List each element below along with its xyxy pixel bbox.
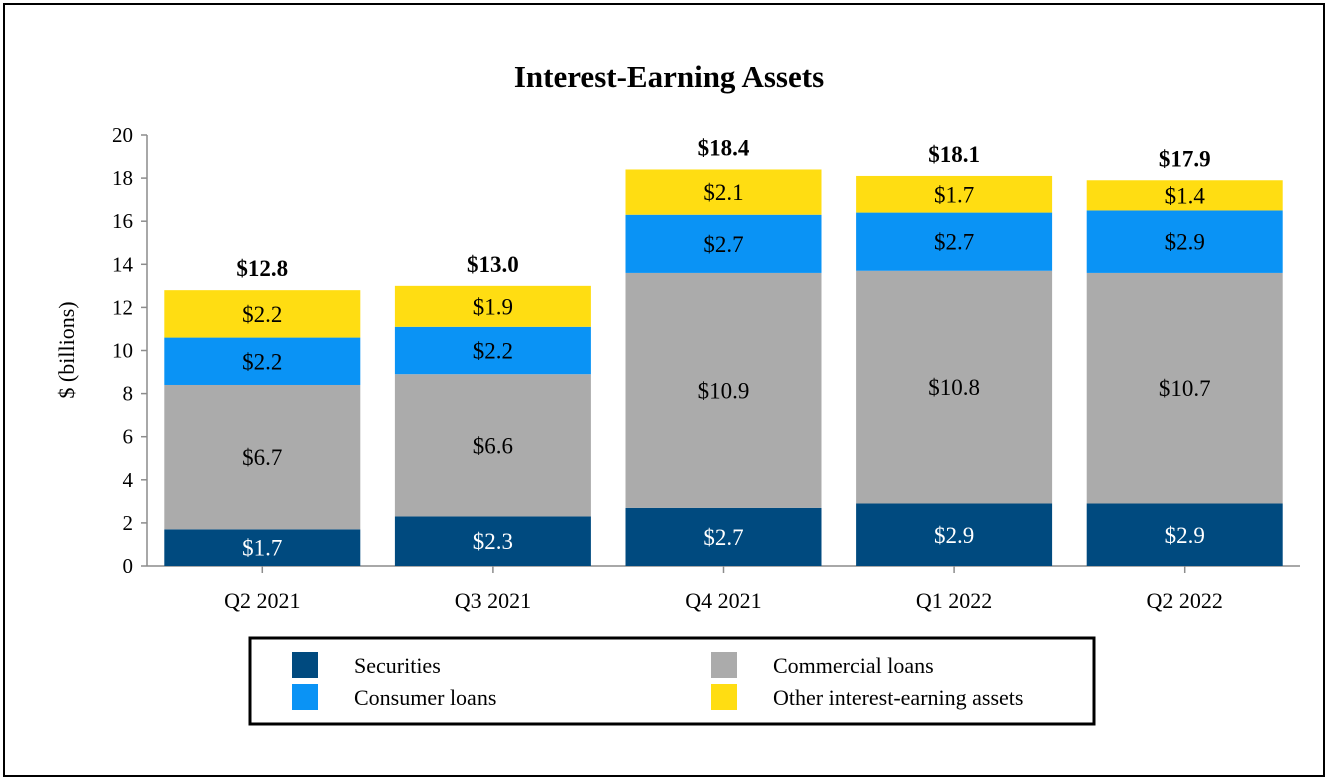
bar-segment-consumer-loans <box>856 212 1053 271</box>
data-label: $2.2 <box>473 339 513 364</box>
legend-swatch <box>292 652 318 678</box>
data-label: $1.9 <box>473 294 513 319</box>
data-label: $6.7 <box>242 445 282 470</box>
y-tick-label: 14 <box>112 252 134 276</box>
legend-label: Commercial loans <box>773 653 934 678</box>
legend-label: Other interest-earning assets <box>773 685 1023 710</box>
bar-segment-commercial-loans <box>394 374 591 517</box>
bar-segment-consumer-loans <box>164 337 361 385</box>
total-label: $17.9 <box>1159 146 1211 171</box>
bar-segment-commercial-loans <box>856 270 1053 504</box>
data-label: $2.1 <box>703 180 743 205</box>
y-tick-label: 12 <box>112 295 133 319</box>
bar-segment-other-interest-earning-assets <box>164 290 361 338</box>
y-tick-label: 2 <box>123 511 134 535</box>
legend-label: Securities <box>354 653 441 678</box>
bar-segment-securities <box>1086 503 1283 566</box>
x-tick-label: Q4 2021 <box>685 588 761 613</box>
data-label: $6.6 <box>473 433 513 458</box>
total-label: $12.8 <box>236 256 288 281</box>
data-label: $2.9 <box>1165 230 1205 255</box>
legend-swatch <box>292 684 318 710</box>
bar-segment-other-interest-earning-assets <box>1086 180 1283 211</box>
bar-segment-commercial-loans <box>1086 272 1283 504</box>
y-tick-label: 20 <box>112 123 133 147</box>
y-tick-label: 8 <box>123 382 134 406</box>
legend-box <box>248 636 1096 726</box>
legend-swatch <box>711 652 737 678</box>
y-tick-label: 6 <box>123 425 134 449</box>
legend-label: Consumer loans <box>354 685 496 710</box>
bar-segment-other-interest-earning-assets <box>856 175 1053 213</box>
y-tick-label: 16 <box>112 209 133 233</box>
data-label: $10.7 <box>1159 376 1211 401</box>
bar-segment-securities <box>625 507 822 566</box>
bar-segment-securities <box>394 516 591 566</box>
data-label: $1.4 <box>1165 183 1206 208</box>
x-tick-label: Q1 2022 <box>916 588 992 613</box>
data-label: $2.7 <box>703 232 743 257</box>
bar-segment-other-interest-earning-assets <box>394 285 591 327</box>
data-label: $2.9 <box>1165 523 1205 548</box>
bar-segment-other-interest-earning-assets <box>625 169 822 215</box>
x-tick-label: Q2 2022 <box>1147 588 1223 613</box>
total-label: $18.1 <box>928 142 980 167</box>
y-tick-label: 10 <box>112 339 133 363</box>
y-tick-label: 0 <box>123 554 134 578</box>
total-label: $13.0 <box>467 252 519 277</box>
bar-segment-consumer-loans <box>625 214 822 273</box>
data-label: $1.7 <box>242 536 282 561</box>
data-label: $1.7 <box>934 182 974 207</box>
data-label: $2.7 <box>934 230 974 255</box>
bar-segment-commercial-loans <box>164 384 361 530</box>
data-label: $2.2 <box>242 302 282 327</box>
total-label: $18.4 <box>698 135 750 160</box>
data-label: $2.3 <box>473 529 513 554</box>
bar-segment-securities <box>856 503 1053 566</box>
chart-frame <box>3 3 1325 777</box>
data-label: $2.7 <box>703 525 743 550</box>
bar-segment-securities <box>164 529 361 566</box>
y-axis-label: $ (billions) <box>54 301 79 398</box>
y-tick-label: 4 <box>123 468 134 492</box>
data-label: $2.9 <box>934 523 974 548</box>
x-tick-label: Q3 2021 <box>455 588 531 613</box>
legend-swatch <box>711 684 737 710</box>
data-label: $2.2 <box>242 349 282 374</box>
data-label: $10.8 <box>928 375 980 400</box>
bar-segment-commercial-loans <box>625 272 822 508</box>
chart-title: Interest-Earning Assets <box>514 59 824 94</box>
x-tick-label: Q2 2021 <box>224 588 300 613</box>
bar-segment-consumer-loans <box>1086 210 1283 273</box>
y-tick-label: 18 <box>112 166 133 190</box>
bar-segment-consumer-loans <box>394 326 591 375</box>
data-label: $10.9 <box>698 378 750 403</box>
